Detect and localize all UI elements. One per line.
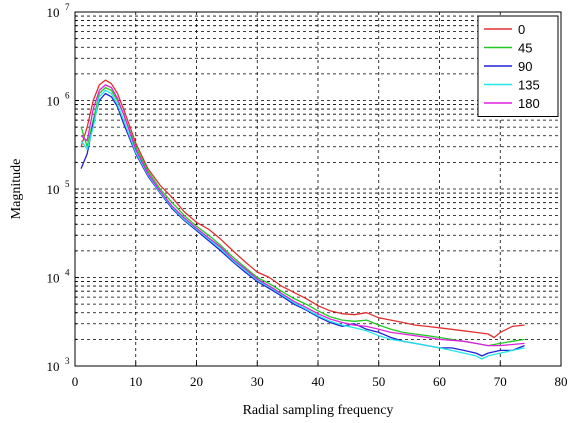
grid <box>75 12 561 366</box>
y-tick-label-base: 10 <box>47 5 60 20</box>
series-line-90 <box>80 92 525 357</box>
x-axis-title: Radial sampling frequency <box>243 403 394 418</box>
y-tick-label: 10 4 <box>47 268 71 286</box>
x-tick-label: 80 <box>555 374 568 389</box>
y-tick-label: 10 7 <box>47 2 71 20</box>
legend-label-0: 0 <box>518 22 525 37</box>
y-tick-label: 10 3 <box>47 356 71 374</box>
x-tick-label: 70 <box>494 374 507 389</box>
y-tick-label-base: 10 <box>47 94 60 109</box>
x-tick-label: 10 <box>129 374 142 389</box>
y-tick-label: 10 5 <box>47 179 71 197</box>
y-tick-label-base: 10 <box>47 271 60 286</box>
x-tick-label: 50 <box>372 374 385 389</box>
x-tick-label: 0 <box>72 374 79 389</box>
y-tick-label-exponent: 4 <box>65 268 70 278</box>
y-tick-label-exponent: 7 <box>65 2 70 12</box>
y-tick-label-exponent: 3 <box>65 356 70 366</box>
x-tick-label: 60 <box>433 374 446 389</box>
series-line-135 <box>80 89 525 360</box>
y-tick-label-exponent: 6 <box>65 91 70 101</box>
ticks: 0 10 20 30 40 50 60 70 80 10 3 10 4 10 5 10 6 10 7 <box>47 2 568 389</box>
y-tick-label-base: 10 <box>47 359 60 374</box>
y-tick-label-base: 10 <box>47 182 60 197</box>
y-tick-label-exponent: 5 <box>65 179 70 189</box>
y-axis-title: Magnitude <box>9 159 24 220</box>
legend: 0 45 90 135 180 <box>477 15 559 117</box>
y-tick-label: 10 6 <box>47 91 71 109</box>
x-tick-label: 20 <box>190 374 203 389</box>
x-tick-label: 40 <box>312 374 325 389</box>
legend-label-180: 180 <box>518 96 540 111</box>
series-line-0 <box>80 79 525 339</box>
legend-label-45: 45 <box>518 41 532 56</box>
legend-label-135: 135 <box>518 78 540 93</box>
x-tick-label: 30 <box>251 374 264 389</box>
series-line-180 <box>80 84 525 347</box>
series-layer <box>80 79 525 360</box>
legend-label-90: 90 <box>518 59 532 74</box>
